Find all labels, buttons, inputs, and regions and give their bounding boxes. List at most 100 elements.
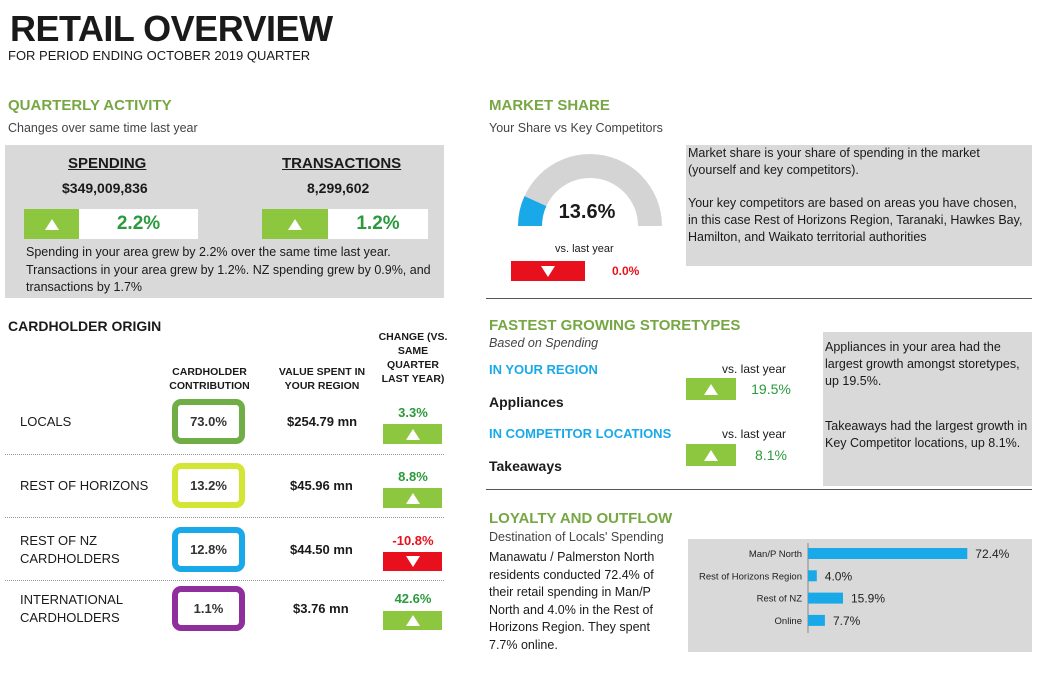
spending-value: $349,009,836 [62,180,148,196]
gauge-track [518,154,662,226]
market-sub: Your Share vs Key Competitors [489,121,663,135]
row-divider [5,454,444,455]
change-value: 3.3% [398,405,428,420]
row-divider [5,517,444,518]
market-change-value: 0.0% [612,264,640,278]
spending-change: 2.2% [116,213,161,234]
contribution-pill: 12.8% [172,527,245,572]
spending-change-box: 2.2% [79,209,198,239]
quarterly-note: Spending in your area grew by 2.2% over … [26,245,431,294]
outflow-chart-panel: Man/P North 72.4% Rest of Horizons Region 4… [688,539,1032,652]
transactions-change-box: 1.2% [328,209,428,239]
competitor-vs: vs. last year [722,427,787,441]
arrow-up-icon [44,218,59,230]
change-up-indicator [383,488,442,508]
quarterly-heading: QUARTERLY ACTIVITY [8,97,172,114]
arrow-up-icon [405,615,420,626]
competitor-up-indicator [686,444,736,466]
storetypes-note-panel: Appliances in your area had the largest … [823,332,1032,486]
value-spent: $44.50 mn [290,542,353,557]
bar-category-label: Man/P North [749,549,802,560]
transactions-up-indicator [262,209,328,239]
origin-heading: CARDHOLDER ORIGIN [8,318,162,334]
region-vs: vs. last year [722,362,787,376]
origin-row-label: INTERNATIONAL CARDHOLDERS [20,592,123,625]
contribution-pill: 1.1% [172,586,245,631]
quarterly-panel: SPENDING $349,009,836 2.2% TRANSACTIONS … [5,145,444,298]
competitor-change-box: 8.1% [736,444,806,466]
change-down-indicator [383,552,442,571]
region-change-box: 19.5% [736,378,806,400]
loyalty-heading: LOYALTY AND OUTFLOW [489,510,673,527]
change-value: 8.8% [398,469,428,484]
arrow-up-icon [405,428,420,440]
outflow-bar [808,592,843,604]
competitor-label: IN COMPETITOR LOCATIONS [489,426,672,441]
change-up-indicator [383,424,442,444]
origin-row-label: REST OF HORIZONS [20,478,149,493]
arrow-up-icon [704,449,718,461]
value-spent: $254.79 mn [287,414,358,429]
arrow-up-icon [704,383,718,395]
market-share-value: 13.6% [558,201,616,223]
storetypes-sub: Based on Spending [489,336,599,350]
origin-row-label: LOCALS [20,414,72,429]
value-spent: $45.96 mn [290,478,353,493]
bar-value-label: 7.7% [833,614,861,628]
col-contribution: CARDHOLDER CONTRIBUTION [169,366,250,392]
bar-category-label: Rest of Horizons Region [699,571,802,582]
transactions-change: 1.2% [356,213,400,234]
contribution-pill: 13.2% [172,463,245,508]
quarterly-sub: Changes over same time last year [8,121,198,135]
page-title: RETAIL OVERVIEW [10,8,333,49]
market-heading: MARKET SHARE [489,97,610,114]
region-label: IN YOUR REGION [489,362,598,377]
transactions-value: 8,299,602 [307,180,370,196]
spending-label: SPENDING [68,155,147,172]
spending-up-indicator [24,209,79,239]
storetypes-note-1: Appliances in your area had the largest … [825,340,1020,388]
competitor-store: Takeaways [489,458,562,474]
loyalty-note: Manawatu / Palmerston North residents co… [489,550,655,652]
contribution-value: 12.8% [190,542,227,557]
transactions-label: TRANSACTIONS [282,155,402,172]
contribution-value: 1.1% [193,601,224,616]
region-store: Appliances [489,394,564,410]
outflow-bar [808,614,825,626]
contribution-value: 73.0% [190,414,227,429]
bar-value-label: 4.0% [825,569,853,583]
page-subtitle: FOR PERIOD ENDING OCTOBER 2019 QUARTER [8,48,311,63]
arrow-down-icon [405,556,420,567]
change-value: 42.6% [394,591,432,606]
storetypes-heading: FASTEST GROWING STORETYPES [489,317,741,334]
arrow-down-icon [541,265,555,277]
region-up-indicator [686,378,736,400]
region-change: 19.5% [751,381,791,397]
market-share-gauge [518,154,662,226]
col-value: VALUE SPENT IN YOUR REGION [278,366,366,392]
arrow-up-icon [405,492,420,504]
market-vs-label: vs. last year [555,243,614,255]
section-divider [486,489,1032,490]
market-note-1: Market share is your share of spending i… [688,146,980,177]
bar-category-label: Rest of NZ [757,594,803,605]
market-note-panel: Market share is your share of spending i… [686,145,1032,266]
contribution-value: 13.2% [190,478,227,493]
bar-value-label: 72.4% [975,547,1009,561]
contribution-pill: 73.0% [172,399,245,444]
loyalty-sub: Destination of Locals' Spending [489,530,664,544]
section-divider [486,298,1032,299]
market-note-2: Your key competitors are based on areas … [688,196,1023,244]
gauge-fill [518,196,547,226]
market-change-indicator [511,261,585,281]
value-spent: $3.76 mn [293,601,349,616]
change-value: -10.8% [392,533,434,548]
col-change: CHANGE (VS. SAME QUARTER LAST YEAR) [378,331,448,385]
bar-category-label: Online [775,616,802,627]
outflow-bar [808,548,968,559]
outflow-bar [808,570,817,582]
outflow-bar-chart: Man/P North 72.4% Rest of Horizons Region 4… [699,543,1010,633]
arrow-up-icon [288,218,302,230]
change-up-indicator [383,611,442,630]
competitor-change: 8.1% [755,447,787,463]
